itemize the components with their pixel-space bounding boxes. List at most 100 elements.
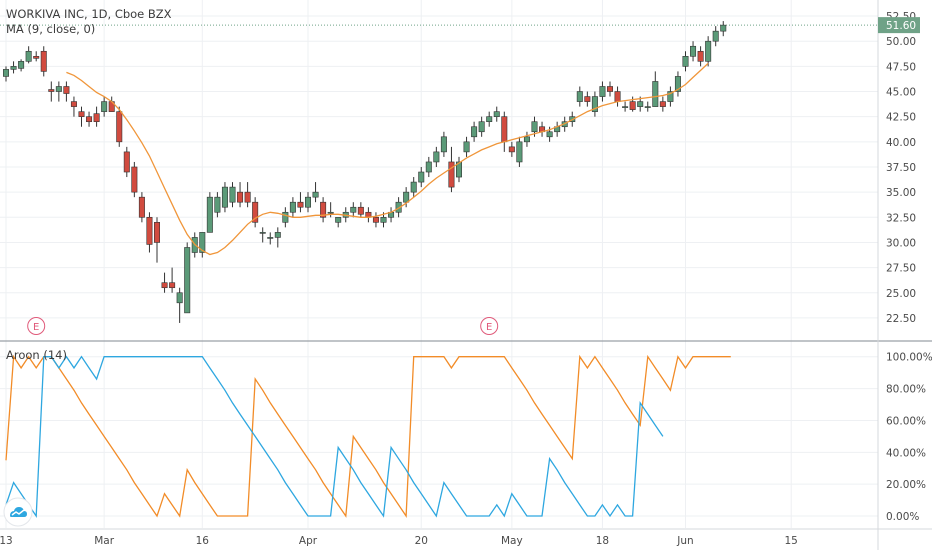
candle[interactable] — [350, 202, 357, 218]
candle[interactable] — [720, 21, 727, 37]
candle[interactable] — [418, 166, 425, 188]
candle-body-up — [440, 136, 447, 153]
candle[interactable] — [206, 192, 213, 233]
candle[interactable] — [184, 242, 191, 314]
candle[interactable] — [138, 192, 145, 223]
candle[interactable] — [440, 131, 447, 157]
candle[interactable] — [508, 141, 515, 157]
candle[interactable] — [682, 51, 689, 72]
candle[interactable] — [516, 136, 523, 167]
candle[interactable] — [591, 91, 598, 117]
candle[interactable] — [63, 81, 70, 102]
candle[interactable] — [652, 71, 659, 107]
candle[interactable] — [539, 121, 546, 137]
candle[interactable] — [176, 287, 183, 323]
candle[interactable] — [169, 267, 176, 293]
candle[interactable] — [471, 121, 478, 142]
candle[interactable] — [48, 81, 55, 102]
candle[interactable] — [237, 182, 244, 208]
candle[interactable] — [214, 192, 221, 218]
candle[interactable] — [357, 202, 364, 218]
candle[interactable] — [335, 216, 342, 228]
candle[interactable] — [501, 111, 508, 152]
candle[interactable] — [297, 192, 304, 213]
candle[interactable] — [312, 182, 319, 203]
earnings-marker[interactable]: E — [27, 317, 46, 335]
candle[interactable] — [614, 86, 621, 107]
candle[interactable] — [18, 59, 25, 72]
candle[interactable] — [433, 146, 440, 167]
candle[interactable] — [478, 116, 485, 137]
price-tick-label: 37.50 — [886, 162, 916, 174]
candle[interactable] — [697, 46, 704, 67]
candle[interactable] — [395, 197, 402, 218]
time-tick-label: 18 — [596, 535, 609, 547]
candle[interactable] — [78, 106, 85, 127]
candle[interactable] — [320, 197, 327, 223]
aroon-pane[interactable] — [3, 354, 731, 527]
candle[interactable] — [229, 182, 236, 208]
candle[interactable] — [252, 197, 259, 228]
candle-body-up — [652, 81, 659, 107]
candle[interactable] — [674, 71, 681, 97]
aroon-legend-label[interactable]: Aroon (14) — [6, 348, 67, 362]
candle[interactable] — [116, 106, 123, 147]
candle[interactable] — [267, 232, 274, 245]
earnings-marker[interactable]: E — [480, 317, 499, 335]
candle[interactable] — [690, 41, 697, 62]
candle[interactable] — [304, 192, 311, 213]
candle[interactable] — [259, 227, 266, 243]
last-price-badge[interactable] — [878, 17, 920, 34]
candle[interactable] — [463, 136, 470, 157]
candle[interactable] — [599, 81, 606, 102]
aroon-up-line[interactable] — [5, 354, 731, 518]
ma-line[interactable] — [66, 62, 709, 256]
candle[interactable] — [289, 197, 296, 218]
candle[interactable] — [86, 111, 93, 127]
candle[interactable] — [644, 101, 651, 112]
candle-body-down — [244, 191, 251, 203]
candle[interactable] — [410, 177, 417, 198]
candle[interactable] — [584, 91, 591, 107]
candle[interactable] — [131, 161, 138, 198]
candle[interactable] — [199, 232, 206, 258]
ma-legend-label[interactable]: MA (9, close, 0) — [6, 22, 96, 36]
candle[interactable] — [93, 106, 100, 127]
candle[interactable] — [455, 156, 462, 183]
aroon-down-line[interactable] — [5, 355, 664, 518]
candle[interactable] — [622, 101, 629, 112]
candle[interactable] — [448, 146, 455, 193]
candle[interactable] — [712, 26, 719, 47]
candle[interactable] — [221, 182, 228, 213]
candle-body-up — [289, 201, 296, 213]
candle[interactable] — [10, 61, 17, 74]
candle[interactable] — [101, 96, 108, 117]
candle[interactable] — [659, 96, 666, 112]
candle[interactable] — [554, 121, 561, 137]
candle[interactable] — [667, 86, 674, 107]
candle[interactable] — [576, 86, 583, 107]
candle[interactable] — [123, 146, 130, 178]
candle[interactable] — [372, 212, 379, 228]
candle[interactable] — [493, 106, 500, 122]
candle[interactable] — [388, 207, 395, 223]
candle[interactable] — [25, 46, 32, 64]
candle[interactable] — [365, 207, 372, 223]
candle[interactable] — [274, 227, 281, 248]
candle[interactable] — [146, 212, 153, 253]
candle[interactable] — [55, 81, 62, 102]
candle[interactable] — [40, 46, 47, 77]
candle[interactable] — [33, 51, 40, 62]
candle[interactable] — [425, 156, 432, 178]
candle[interactable] — [70, 96, 77, 117]
candle[interactable] — [282, 207, 289, 228]
candle[interactable] — [161, 272, 168, 293]
candle[interactable] — [705, 36, 712, 67]
candle[interactable] — [486, 111, 493, 127]
candle[interactable] — [154, 217, 161, 263]
candle[interactable] — [244, 182, 251, 208]
candle[interactable] — [606, 81, 613, 97]
candle[interactable] — [523, 131, 530, 147]
candle[interactable] — [2, 66, 10, 82]
